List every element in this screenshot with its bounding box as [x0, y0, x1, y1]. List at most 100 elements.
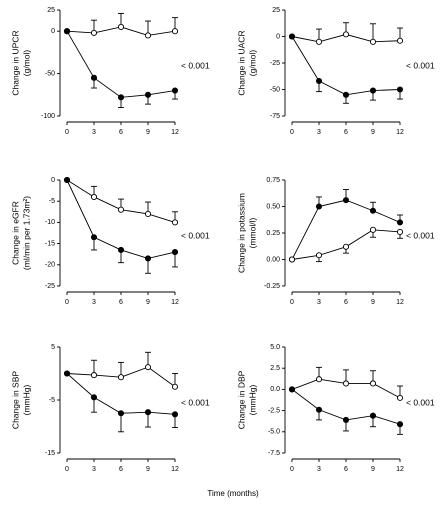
x-tick-label: 12 [171, 299, 179, 306]
y-tick-label: -100 [41, 113, 55, 120]
data-point [369, 87, 377, 94]
x-tick-label: 9 [146, 299, 150, 306]
data-point [171, 28, 179, 35]
x-tick-label: 3 [317, 129, 321, 136]
y-tick-label: 0 [51, 177, 55, 184]
y-tick-label: -5.0 [268, 429, 280, 436]
x-tick-label: 0 [65, 466, 69, 473]
data-point [144, 32, 152, 39]
data-point [117, 23, 125, 31]
y-tick-label: -50 [45, 70, 55, 77]
data-point [144, 409, 152, 416]
y-axis-label: Change in UACR [236, 30, 246, 95]
data-point [315, 406, 323, 413]
x-tick-label: 12 [396, 129, 404, 136]
x-tick-label: 6 [344, 299, 348, 306]
data-point [396, 421, 404, 428]
y-tick-label: -25 [45, 283, 55, 290]
x-tick-label: 9 [146, 466, 150, 473]
data-point [396, 219, 404, 226]
x-tick-label: 6 [344, 466, 348, 473]
x-tick-label: 0 [290, 466, 294, 473]
data-point [342, 243, 350, 250]
data-point [90, 234, 98, 241]
x-tick-label: 6 [119, 466, 123, 473]
y-axis-label: Change in UPCR [10, 30, 20, 95]
annotation: < 0.001 [406, 230, 435, 240]
y-tick-label: 2.5 [270, 365, 280, 372]
data-point [117, 246, 125, 254]
x-tick-label: 12 [171, 129, 179, 136]
x-tick-label: 0 [290, 299, 294, 306]
y-tick-label: 5 [51, 344, 55, 351]
y-axis-label: Change in DBP [236, 370, 246, 429]
data-point [315, 376, 323, 383]
y-tick-label: 0.00 [266, 256, 280, 263]
y-tick-label: -7.5 [268, 450, 280, 457]
data-point [171, 411, 179, 418]
y-tick-label: 5.0 [270, 344, 280, 351]
data-point [369, 380, 377, 387]
y-tick-label: -20 [45, 262, 55, 269]
x-tick-label: 3 [317, 466, 321, 473]
annotation: < 0.001 [181, 60, 210, 70]
x-tick-label: 12 [171, 466, 179, 473]
data-point [90, 394, 98, 401]
x-tick-label: 9 [371, 299, 375, 306]
data-point [342, 31, 350, 38]
y-tick-label: -0.25 [264, 283, 280, 290]
series-line [291, 36, 401, 96]
x-tick-label: 9 [371, 129, 375, 136]
y-axis-label: Change in SBP [10, 371, 20, 429]
x-tick-label: 12 [396, 466, 404, 473]
data-point [90, 29, 98, 36]
data-point [396, 228, 404, 235]
x-axis-label: Time (months) [207, 489, 259, 498]
data-point [315, 203, 323, 210]
data-point [63, 28, 71, 35]
data-point [63, 370, 71, 377]
y-tick-label: -15 [45, 450, 55, 457]
x-tick-label: 6 [119, 299, 123, 306]
series-line [66, 30, 176, 98]
y-axis-label: (g/mol) [247, 50, 257, 77]
data-point [369, 38, 377, 45]
data-point [171, 87, 179, 94]
data-point [315, 77, 323, 85]
data-point [117, 374, 125, 381]
data-point [369, 412, 377, 419]
annotation: < 0.001 [181, 397, 210, 407]
x-tick-label: 3 [92, 299, 96, 306]
data-point [342, 91, 350, 98]
x-tick-label: 0 [65, 299, 69, 306]
y-tick-label: 0.0 [270, 386, 280, 393]
x-tick-label: 6 [119, 129, 123, 136]
data-point [171, 249, 179, 256]
y-tick-label: 0 [276, 33, 280, 40]
data-point [315, 252, 323, 259]
x-tick-label: 3 [317, 299, 321, 306]
data-point [342, 416, 350, 423]
y-tick-label: -5 [49, 198, 55, 205]
y-tick-label: -50 [270, 86, 280, 93]
data-point [369, 207, 377, 214]
x-tick-label: 3 [92, 129, 96, 136]
data-point [144, 91, 152, 98]
y-axis-label: Change in potassium [236, 193, 246, 273]
data-point [90, 74, 98, 81]
annotation: < 0.001 [181, 230, 210, 240]
y-tick-label: -10 [45, 219, 55, 226]
data-point [117, 94, 125, 101]
y-axis-label: (mmHg) [21, 384, 31, 415]
y-tick-label: 25 [47, 7, 55, 14]
data-point [342, 380, 350, 387]
y-axis-label: (mmHg) [247, 384, 257, 415]
annotation: < 0.001 [406, 397, 435, 407]
x-tick-label: 9 [146, 129, 150, 136]
x-tick-label: 12 [396, 299, 404, 306]
data-point [63, 176, 71, 184]
y-tick-label: -25 [270, 60, 280, 67]
y-tick-label: 0.25 [266, 230, 280, 237]
data-point [288, 33, 296, 40]
